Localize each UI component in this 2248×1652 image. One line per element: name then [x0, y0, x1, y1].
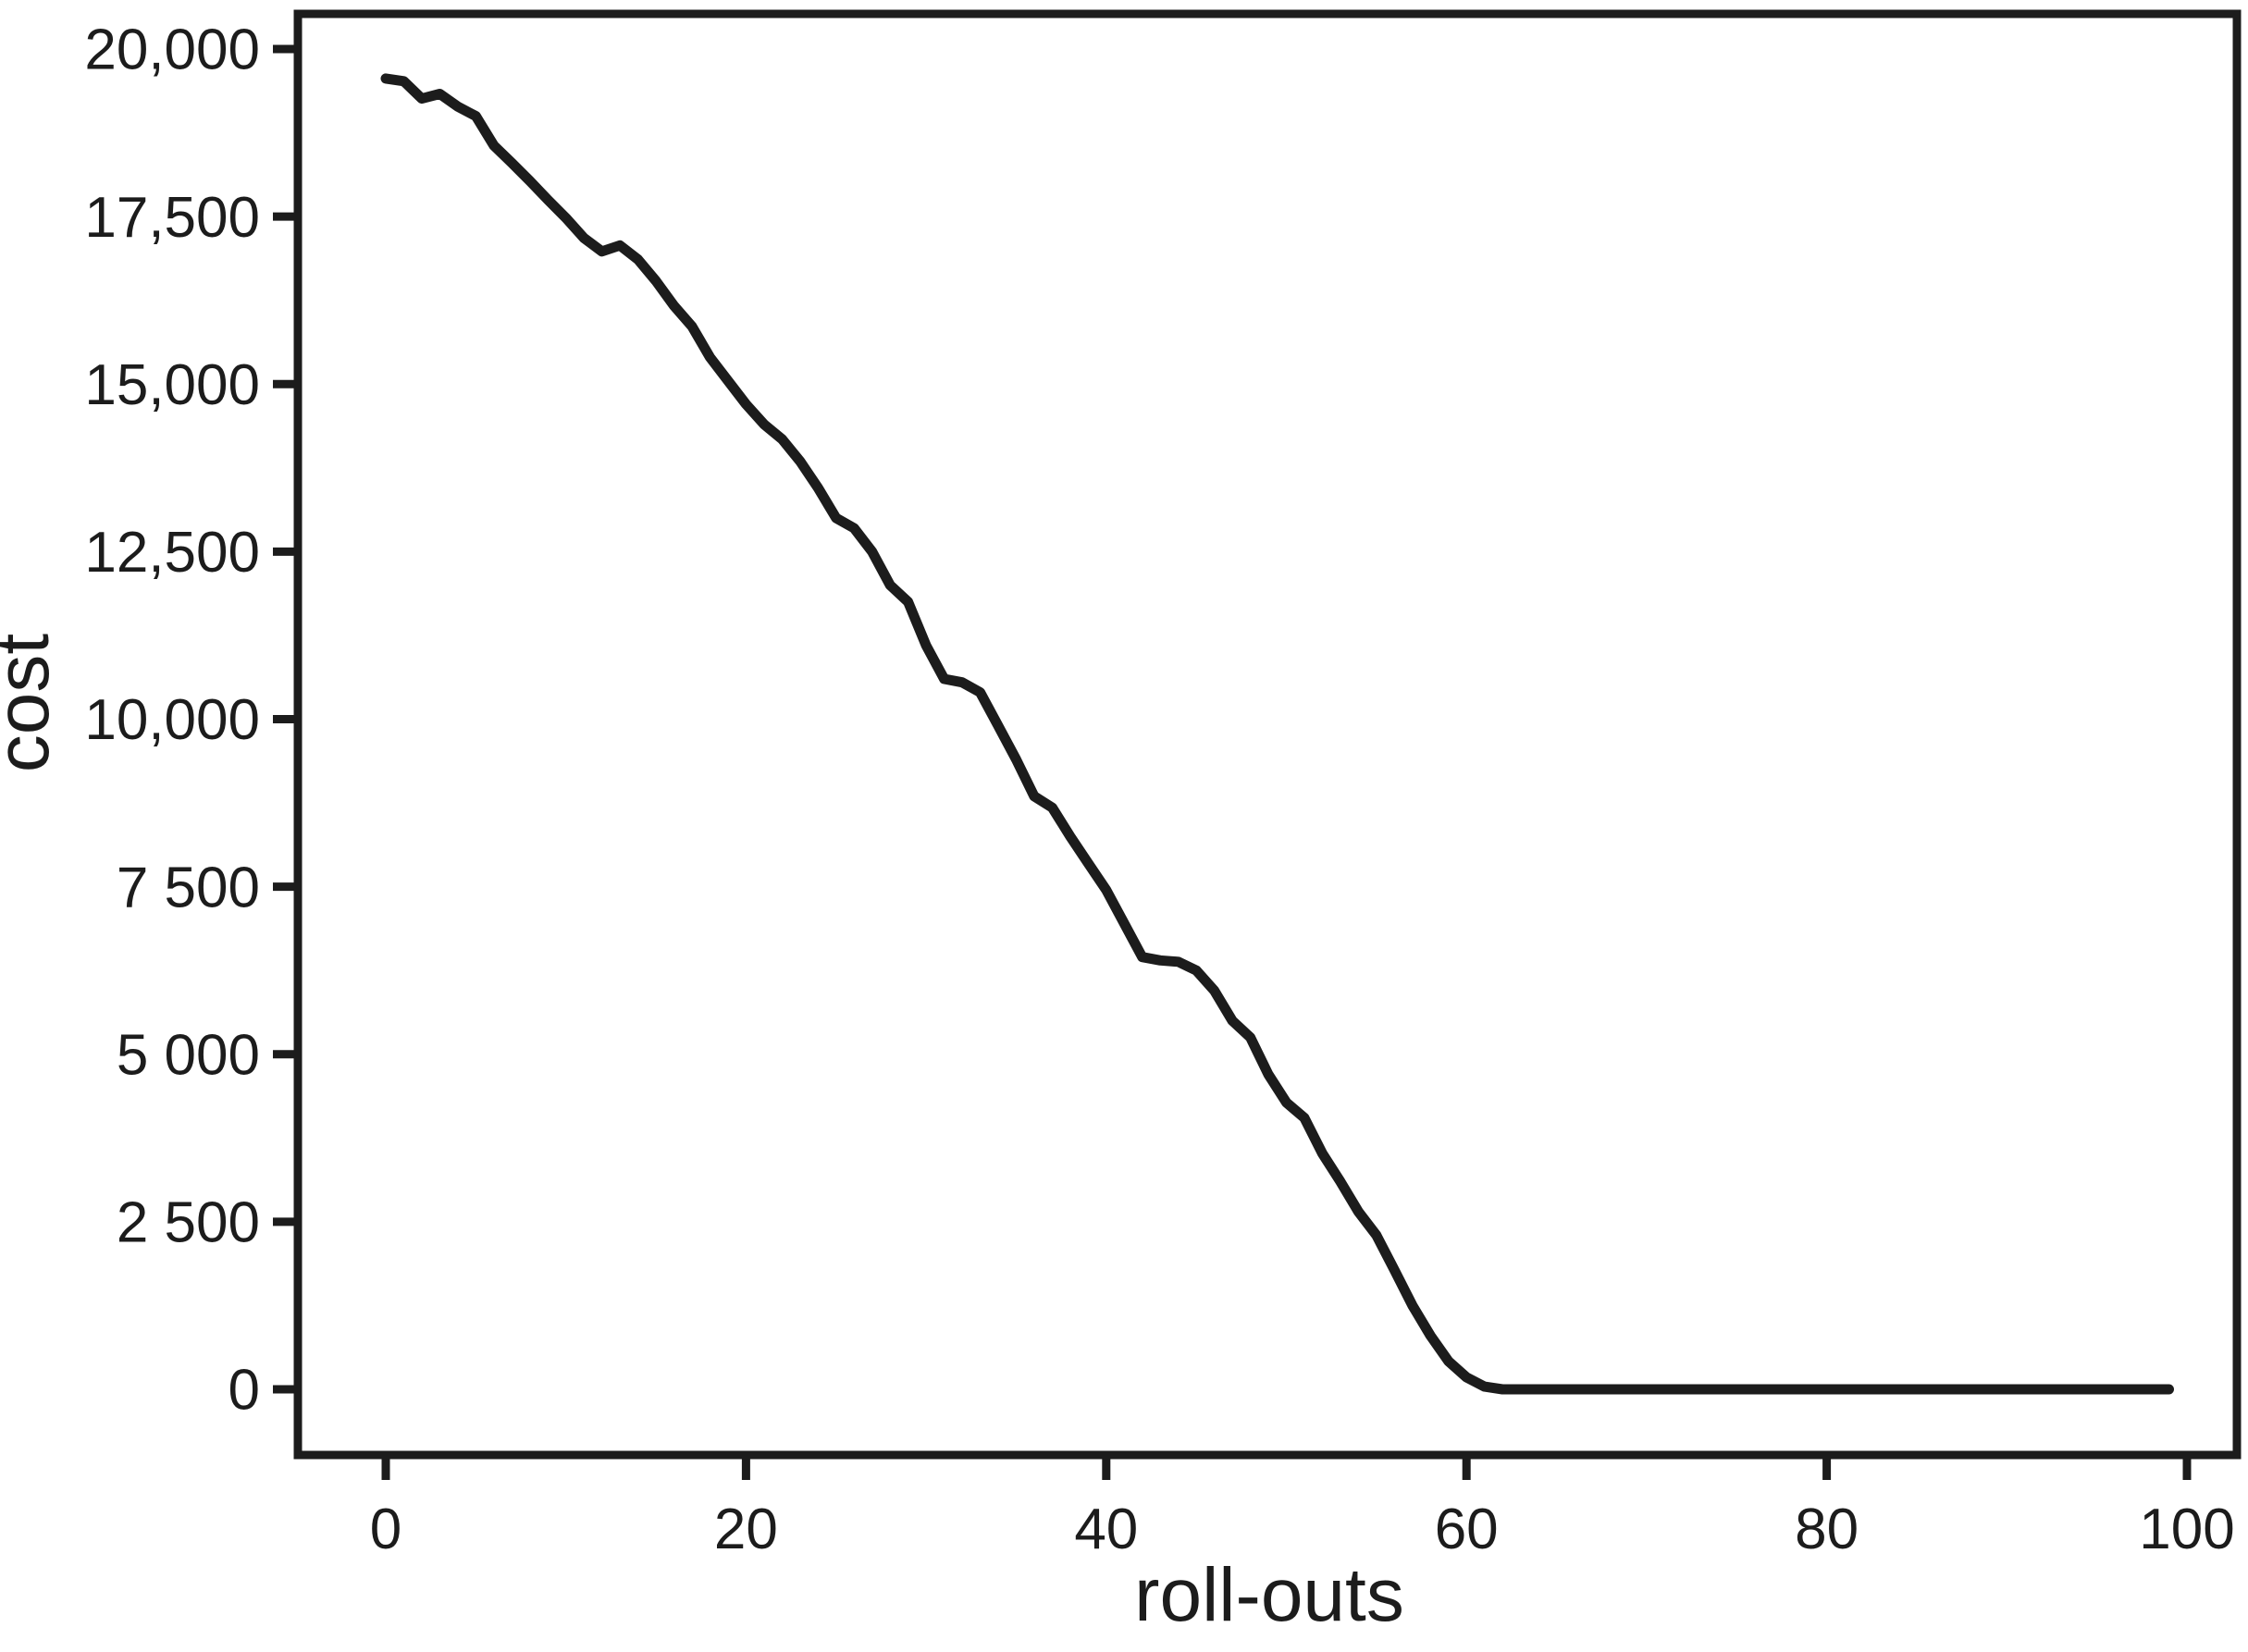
x-tick-label: 80 — [1795, 1498, 1859, 1561]
x-tick-label: 0 — [370, 1498, 401, 1561]
y-tick-label: 12,500 — [84, 521, 260, 585]
y-tick-label: 17,500 — [84, 186, 260, 250]
x-axis-label: roll-outs — [1134, 1553, 1404, 1637]
x-axis-ticks: 0 20 40 60 80 100 — [370, 1455, 2235, 1561]
y-axis-ticks: 0 2 500 5 000 7 500 10,000 12,500 15,000 17,500… — [84, 18, 298, 1423]
cost-series-line — [380, 73, 2174, 1395]
x-tick-label: 60 — [1435, 1498, 1499, 1561]
x-tick-label: 100 — [2139, 1498, 2234, 1561]
plot-frame — [293, 9, 2242, 1460]
x-tick-label: 20 — [714, 1498, 778, 1561]
cost-line-path — [380, 73, 2174, 1395]
y-tick-label: 7 500 — [117, 856, 260, 919]
y-tick-label: 20,000 — [84, 18, 260, 82]
y-tick-label: 15,000 — [84, 353, 260, 417]
y-tick-label: 10,000 — [84, 688, 260, 752]
y-tick-label: 2 500 — [117, 1191, 260, 1255]
y-tick-label: 5 000 — [117, 1023, 260, 1087]
y-axis-label: cost — [0, 634, 65, 773]
x-tick-label: 40 — [1074, 1498, 1138, 1561]
y-tick-label: 0 — [229, 1359, 260, 1423]
